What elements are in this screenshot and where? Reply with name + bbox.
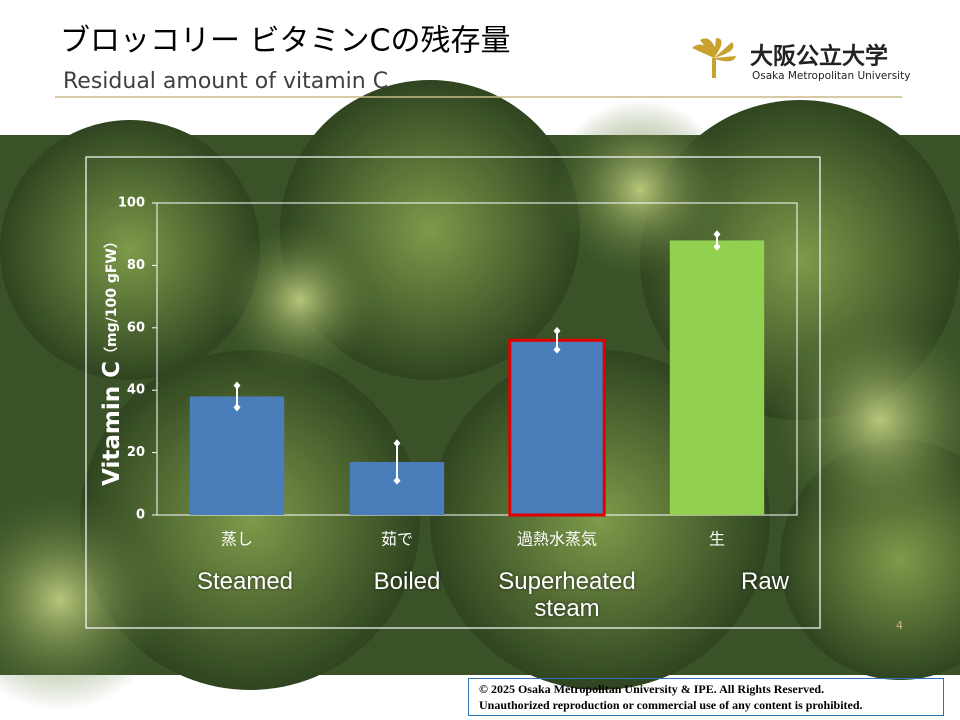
error-cap: [553, 326, 561, 354]
y-tick-label: 20: [127, 445, 145, 460]
plot-area: [156, 202, 798, 516]
y-tick-label: 80: [127, 258, 145, 273]
y-unit: （mg/100 gFW）: [104, 234, 120, 361]
subtitle: Residual amount of vitamin C: [63, 69, 388, 94]
category-label-en: Superheated steam: [498, 568, 636, 622]
bar: [189, 396, 285, 515]
page-number: 4: [896, 619, 903, 632]
y-tick-label: 0: [136, 508, 145, 523]
y-tick-label: 100: [118, 196, 145, 211]
copyright: © 2025 Osaka Metropolitan University & I…: [479, 682, 825, 696]
copyright-notice: Unauthorized reproduction or commercial …: [479, 698, 863, 712]
bar: [669, 240, 765, 515]
x-tick-label: 生: [709, 530, 725, 549]
bar: [508, 338, 606, 517]
error-cap: [713, 230, 721, 251]
error-cap: [233, 381, 241, 412]
x-tick-label: 過熱水蒸気: [517, 530, 597, 549]
logo-name: 大阪公立大学: [750, 43, 888, 70]
y-label: Vitamin C: [99, 361, 125, 486]
title: ブロッコリー ビタミンCの残存量: [60, 24, 510, 59]
logo-icon: [692, 38, 736, 78]
category-label-en: Raw: [740, 568, 789, 595]
error-cap: [393, 439, 401, 485]
logo-name-en: Osaka Metropolitan University: [752, 70, 910, 82]
copyright-box: © 2025 Osaka Metropolitan University & I…: [468, 678, 944, 716]
y-axis-label: Vitamin C（mg/100 gFW）: [99, 234, 125, 486]
y-tick-label: 60: [127, 320, 145, 335]
x-tick-label: 蒸し: [221, 530, 253, 549]
x-tick-label: 茹で: [381, 530, 413, 549]
category-label-en: Steamed: [196, 568, 294, 595]
chart-frame: [85, 156, 821, 629]
category-label-en: Boiled: [373, 568, 441, 595]
y-tick-label: 40: [127, 383, 145, 398]
